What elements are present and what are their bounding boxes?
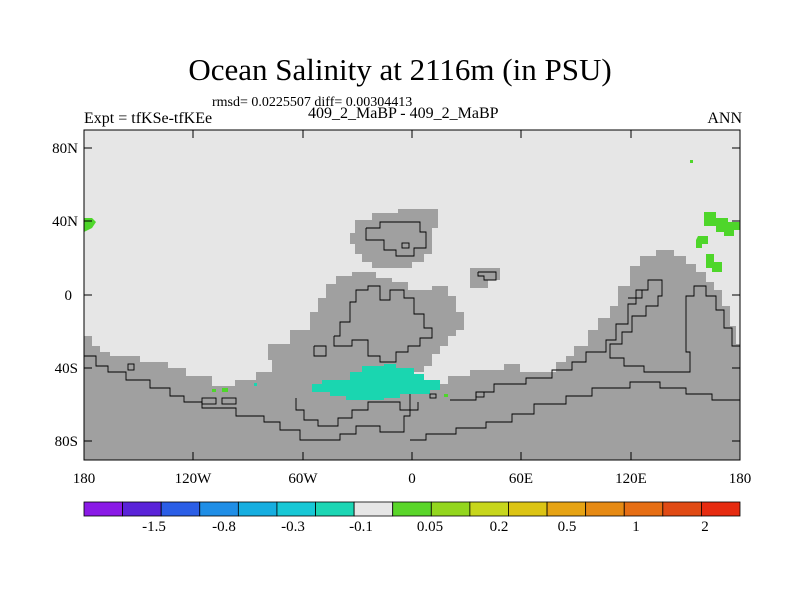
lon-axis bbox=[83, 130, 632, 460]
positive-anomaly-dot-3 bbox=[212, 389, 216, 392]
lon-label: 180 bbox=[729, 471, 752, 487]
contour-small-1 bbox=[127, 363, 135, 371]
land-small-island bbox=[470, 268, 500, 288]
contour-east-continent bbox=[450, 279, 740, 401]
lat-labels: 80N 40N 0 40S 80S bbox=[52, 141, 78, 450]
contour-inner-south bbox=[295, 398, 419, 427]
colorbar-label: 0.2 bbox=[490, 519, 509, 535]
contour-small-4 bbox=[475, 391, 485, 398]
colorbar-label: 0.5 bbox=[558, 519, 577, 535]
colorbar-labels: -1.5 -0.8 -0.3 -0.1 0.05 0.2 0.5 1 2 bbox=[142, 519, 709, 535]
colorbar-swatch bbox=[160, 501, 201, 517]
lon-label: 180 bbox=[73, 471, 96, 487]
colorbar-swatch bbox=[353, 501, 394, 517]
anomaly-patches bbox=[84, 160, 740, 400]
lat-label: 80N bbox=[52, 141, 78, 157]
colorbar-label: -0.8 bbox=[212, 519, 236, 535]
case-label: 409_2_MaBP - 409_2_MaBP bbox=[308, 105, 499, 122]
stats-label: rmsd= 0.0225507 diff= 0.00304413 bbox=[212, 95, 413, 110]
positive-anomaly-east-top bbox=[704, 212, 740, 236]
lat-axis bbox=[84, 147, 740, 442]
contour-east-low bbox=[410, 381, 740, 441]
colorbar-label: -0.1 bbox=[349, 519, 373, 535]
lat-label: 40S bbox=[55, 361, 78, 377]
colorbar-swatch bbox=[585, 501, 625, 517]
contour-central-loop bbox=[313, 345, 327, 357]
colorbar-swatch bbox=[237, 501, 278, 517]
land-masses bbox=[84, 209, 740, 460]
contour-small-square bbox=[401, 242, 410, 249]
contour-south-west bbox=[84, 355, 411, 441]
lon-label: 60E bbox=[509, 471, 533, 487]
coastline-contours bbox=[84, 221, 740, 441]
colorbar-swatch bbox=[546, 501, 587, 517]
positive-anomaly-east-low bbox=[706, 254, 722, 272]
colorbar-label: 0.05 bbox=[417, 519, 443, 535]
lon-labels: 180 120W 60W 0 60E 120E 180 bbox=[73, 471, 752, 487]
colorbar-swatch bbox=[469, 501, 509, 517]
colorbar-swatch bbox=[392, 501, 432, 517]
contour-island bbox=[477, 271, 497, 281]
colorbar-swatch bbox=[623, 501, 664, 517]
contour-block-north bbox=[365, 221, 427, 257]
contour-east-marker bbox=[628, 289, 643, 299]
lon-label: 60W bbox=[288, 471, 318, 487]
colorbar bbox=[83, 501, 741, 517]
colorbar-label: -0.3 bbox=[281, 519, 305, 535]
colorbar-swatch bbox=[122, 501, 162, 517]
positive-anomaly-dot-5 bbox=[444, 394, 448, 397]
positive-anomaly-dot-2 bbox=[222, 388, 228, 392]
experiment-label: Expt = tfKSe-tfKEe bbox=[84, 110, 213, 127]
land-southern-continent bbox=[84, 250, 740, 460]
colorbar-swatch bbox=[199, 501, 239, 517]
contour-central-north bbox=[333, 285, 433, 363]
colorbar-swatch bbox=[508, 501, 548, 517]
colorbar-swatch bbox=[83, 501, 123, 517]
positive-anomaly-dot-1 bbox=[690, 160, 693, 163]
colorbar-label: -1.5 bbox=[142, 519, 166, 535]
map-panel bbox=[83, 129, 741, 461]
colorbar-label: 1 bbox=[632, 519, 640, 535]
colorbar-swatch bbox=[430, 501, 471, 517]
colorbar-swatch bbox=[701, 501, 741, 517]
lat-label: 80S bbox=[55, 434, 78, 450]
season-label: ANN bbox=[707, 110, 742, 127]
contour-small-3 bbox=[221, 397, 237, 405]
colorbar-label: 2 bbox=[701, 519, 709, 535]
lon-label: 0 bbox=[408, 471, 416, 487]
negative-anomaly-patch bbox=[312, 364, 440, 400]
plot-title: Ocean Salinity at 2116m (in PSU) bbox=[188, 52, 612, 87]
positive-anomaly-dot-4 bbox=[254, 383, 257, 386]
contour-small-2 bbox=[201, 397, 217, 405]
lon-label: 120W bbox=[175, 471, 213, 487]
lat-label: 40N bbox=[52, 214, 78, 230]
colorbar-swatch bbox=[315, 501, 355, 517]
positive-anomaly-east-mid bbox=[696, 236, 708, 248]
colorbar-swatch bbox=[662, 501, 702, 517]
land-northern-block bbox=[350, 209, 438, 268]
contour-small-5 bbox=[429, 393, 437, 399]
colorbar-swatch bbox=[276, 501, 316, 517]
lon-label: 120E bbox=[615, 471, 647, 487]
lat-label: 0 bbox=[65, 288, 73, 304]
